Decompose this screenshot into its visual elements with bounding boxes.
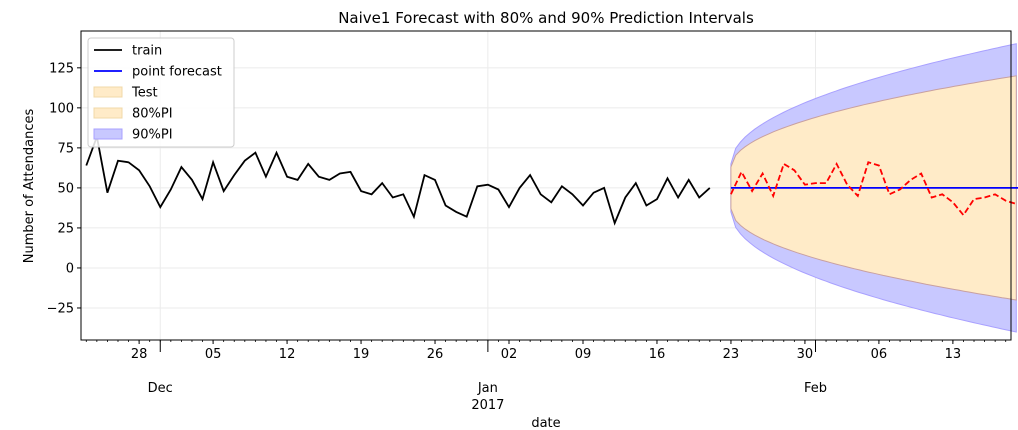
y-tick-label: 100: [49, 101, 74, 116]
legend: train point forecast Test 80%PI 90%PI: [87, 37, 235, 148]
legend-swatch-patch: [93, 128, 123, 140]
y-tick-label: 125: [49, 61, 74, 76]
series-line-test: [730, 161, 1017, 217]
x-day-tick-label: 05: [205, 347, 222, 362]
chart-title: Naive1 Forecast with 80% and 90% Predict…: [338, 9, 754, 27]
x-day-tick-label: 26: [427, 347, 444, 362]
x-day-tick-label: 13: [945, 347, 962, 362]
legend-label: train: [132, 44, 162, 59]
legend-swatch-patch: [93, 86, 123, 98]
x-day-tick-label: 02: [501, 347, 518, 362]
y-axis-label: Number of Attendances: [22, 109, 37, 264]
x-day-tick-label: 28: [131, 347, 148, 362]
y-tick-label: 50: [57, 181, 74, 196]
x-month-tick-label: Dec: [148, 381, 173, 396]
x-axis-label: date: [531, 416, 560, 430]
x-axis-ticks: 28 05 12 19 26 02 09 16 23 30 06 13 Dec Jan 2017 Feb: [85, 340, 1007, 413]
y-tick-label: −25: [47, 301, 74, 316]
grid-lines: [81, 31, 1011, 340]
y-tick-label: 0: [66, 261, 74, 276]
y-tick-label: 25: [57, 221, 74, 236]
y-axis-ticks: 125 100 75 50 25 0 −25: [47, 61, 81, 316]
legend-label: 90%PI: [132, 128, 173, 143]
x-day-tick-label: 23: [723, 347, 740, 362]
x-day-tick-label: 06: [871, 347, 888, 362]
legend-swatch-patch: [93, 107, 123, 119]
legend-label: Test: [131, 86, 158, 101]
y-tick-label: 75: [57, 141, 74, 156]
x-day-tick-label: 16: [649, 347, 666, 362]
x-year-label: 2017: [471, 398, 504, 413]
x-month-tick-label: Feb: [804, 381, 827, 396]
x-day-tick-label: 19: [353, 347, 370, 362]
legend-label: 80%PI: [132, 107, 173, 122]
x-day-tick-label: 12: [279, 347, 296, 362]
x-day-tick-label: 09: [575, 347, 592, 362]
plot-frame: [80, 30, 1012, 341]
x-month-tick-label: Jan: [477, 381, 498, 396]
legend-frame: [87, 37, 235, 148]
legend-label: point forecast: [132, 65, 222, 80]
x-day-tick-label: 30: [797, 347, 814, 362]
series-lines: [85, 133, 1018, 226]
series-line-train: [85, 133, 711, 226]
